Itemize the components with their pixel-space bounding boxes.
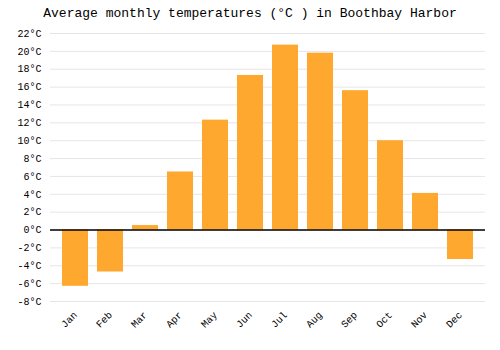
svg-text:-6°C: -6°C bbox=[17, 279, 41, 290]
svg-text:-2°C: -2°C bbox=[17, 243, 41, 254]
svg-text:Sep: Sep bbox=[339, 310, 360, 331]
svg-text:Jun: Jun bbox=[234, 310, 255, 331]
svg-text:18°C: 18°C bbox=[17, 64, 41, 75]
svg-text:16°C: 16°C bbox=[17, 82, 41, 93]
html-text:Average monthly temperatures (: Average monthly temperatures (°C ) in Bo… bbox=[43, 6, 457, 21]
svg-text:Feb: Feb bbox=[94, 310, 115, 331]
svg-text:14°C: 14°C bbox=[17, 100, 41, 111]
svg-text:0°C: 0°C bbox=[23, 225, 41, 236]
svg-text:-8°C: -8°C bbox=[17, 297, 41, 308]
svg-text:Nov: Nov bbox=[409, 310, 430, 331]
svg-text:Jul: Jul bbox=[269, 310, 290, 331]
svg-text:4°C: 4°C bbox=[23, 190, 41, 201]
svg-text:Mar: Mar bbox=[129, 310, 150, 331]
svg-text:10°C: 10°C bbox=[17, 136, 41, 147]
svg-text:Apr: Apr bbox=[164, 310, 185, 331]
svg-text:Dec: Dec bbox=[444, 310, 465, 331]
svg-text:6°C: 6°C bbox=[23, 172, 41, 183]
svg-text:8°C: 8°C bbox=[23, 154, 41, 165]
svg-text:-4°C: -4°C bbox=[17, 261, 41, 272]
svg-text:May: May bbox=[199, 310, 220, 331]
svg-text:22°C: 22°C bbox=[17, 29, 41, 40]
svg-text:Oct: Oct bbox=[374, 310, 395, 331]
svg-text:Jan: Jan bbox=[59, 310, 80, 331]
svg-text:20°C: 20°C bbox=[17, 47, 41, 58]
svg-text:12°C: 12°C bbox=[17, 118, 41, 129]
svg-text:Aug: Aug bbox=[304, 310, 325, 331]
svg-text:2°C: 2°C bbox=[23, 207, 41, 218]
